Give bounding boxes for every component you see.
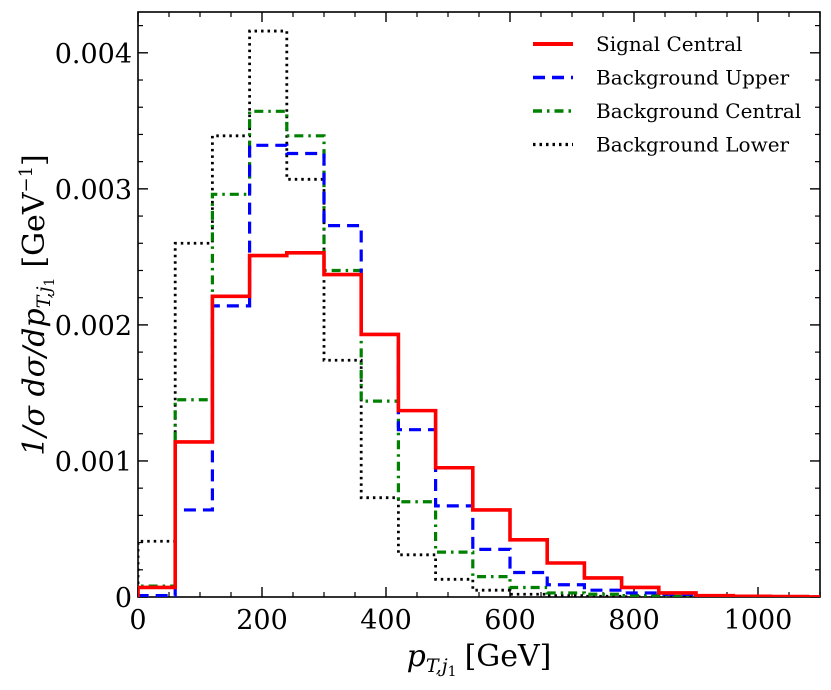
y-axis-title: 1/σ dσ/dpT,j1 [GeV−1] bbox=[16, 154, 58, 456]
y-axis-title-unit-close: ] bbox=[17, 154, 52, 166]
series-signal-central bbox=[138, 251, 820, 597]
legend-label: Signal Central bbox=[596, 32, 742, 56]
y-axis-title-sub: T,j bbox=[33, 286, 55, 308]
x-tick-label: 800 bbox=[608, 605, 660, 636]
series-background-central bbox=[138, 109, 820, 597]
y-axis-title-unit: [GeV bbox=[17, 191, 52, 267]
x-axis-title-sub: T,j bbox=[426, 655, 448, 677]
y-axis-title-unit-exp: −1 bbox=[16, 166, 37, 193]
y-tick-label: 0 bbox=[115, 583, 132, 614]
x-axis-title-subsub: 1 bbox=[448, 664, 457, 680]
x-tick-label: 200 bbox=[236, 605, 288, 636]
x-tick-label: 600 bbox=[484, 605, 536, 636]
x-tick-label: 1000 bbox=[724, 605, 793, 636]
y-tick-label: 0.002 bbox=[55, 311, 132, 342]
legend-label: Background Central bbox=[596, 99, 801, 123]
legend-label: Background Lower bbox=[596, 133, 790, 157]
legend-label: Background Upper bbox=[596, 66, 790, 90]
y-tick-labels: 0 0.001 0.002 0.003 0.004 bbox=[55, 39, 132, 614]
series-layer bbox=[138, 29, 820, 597]
x-axis-title-unit: [GeV] bbox=[465, 639, 552, 674]
x-tick-labels: 0 200 400 600 800 1000 bbox=[129, 605, 792, 636]
minor-ticks bbox=[138, 12, 821, 597]
y-axis-title-prefix: 1/σ dσ/dp bbox=[17, 308, 52, 455]
y-axis-title-subsub: 1 bbox=[42, 278, 58, 287]
x-axis-title-main: p bbox=[407, 639, 426, 674]
y-tick-label: 0.001 bbox=[55, 447, 132, 478]
x-axis-title: pT,j1 [GeV] bbox=[407, 639, 552, 680]
legend: Signal Central Background Upper Background… bbox=[533, 32, 801, 157]
y-tick-label: 0.003 bbox=[55, 175, 132, 206]
x-tick-label: 400 bbox=[360, 605, 412, 636]
y-tick-label: 0.004 bbox=[55, 39, 132, 70]
series-background-upper bbox=[138, 143, 820, 597]
x-tick-label: 0 bbox=[129, 605, 146, 636]
